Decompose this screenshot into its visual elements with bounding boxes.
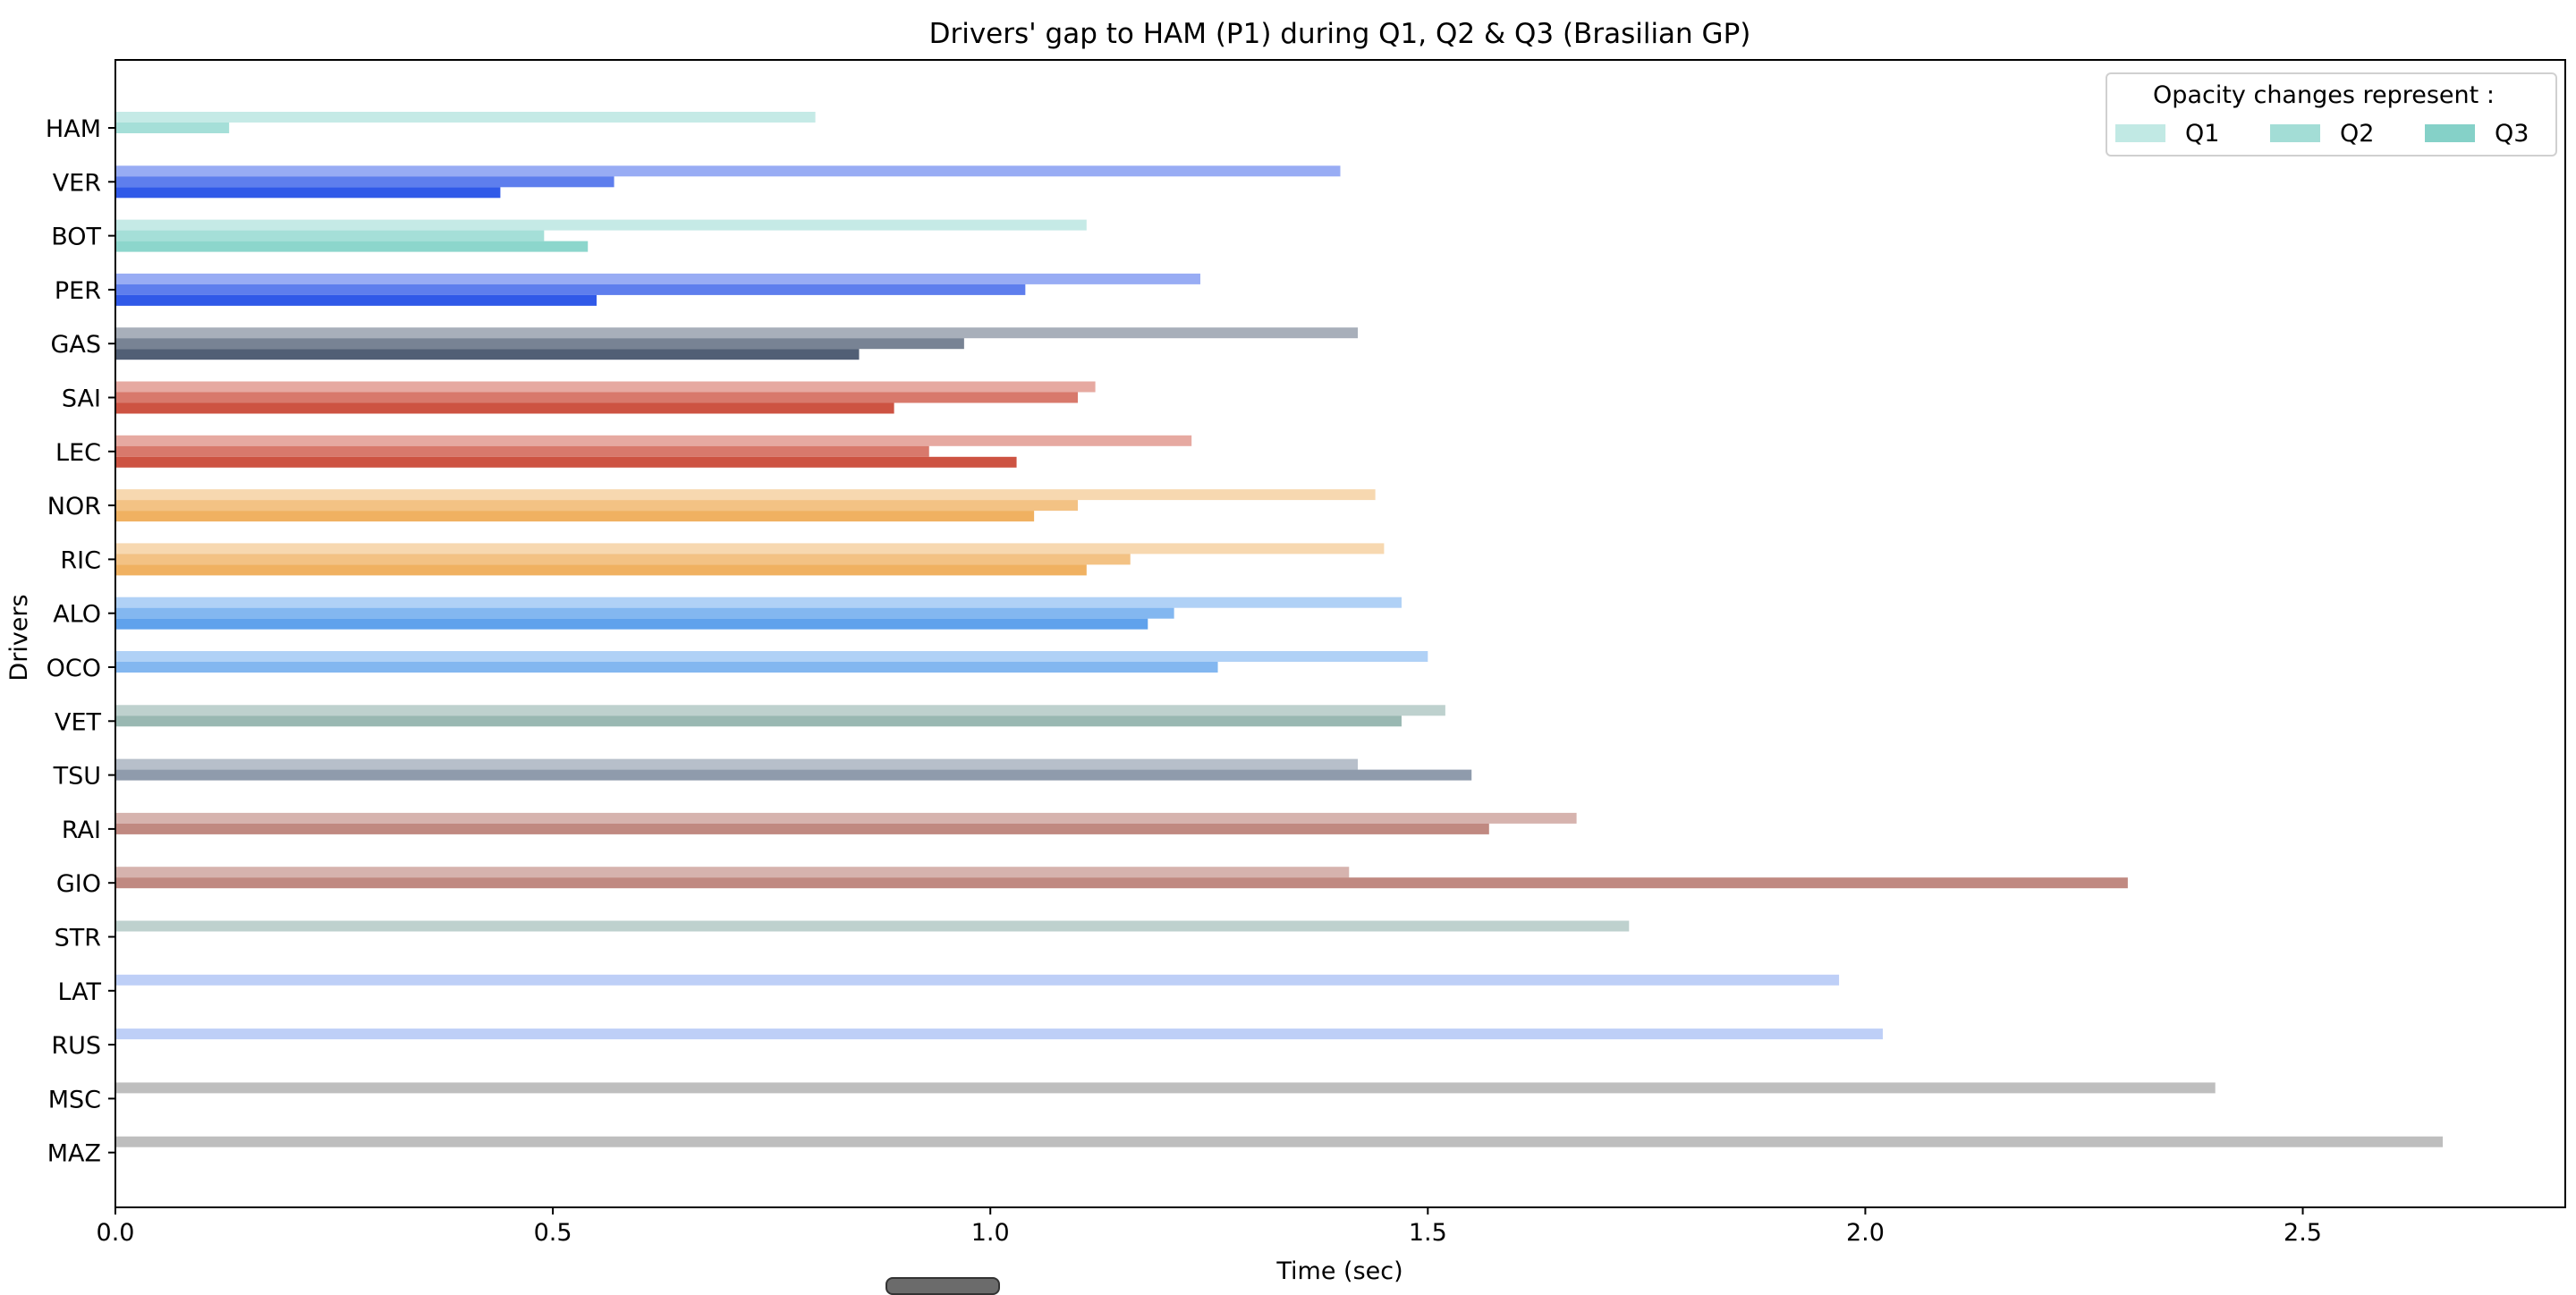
bar-rai-q2 xyxy=(115,823,1489,834)
bar-per-q1 xyxy=(115,273,1200,284)
plot-frame xyxy=(114,59,2566,1208)
bar-bot-q2 xyxy=(115,230,545,241)
y-tick-label-lec: LEC xyxy=(55,439,101,467)
bar-ham-q1 xyxy=(115,112,816,123)
chart-title: Drivers' gap to HAM (P1) during Q1, Q2 &… xyxy=(929,18,1751,50)
bar-ric-q1 xyxy=(115,543,1385,554)
bar-bot-q3 xyxy=(115,241,589,252)
legend-swatch-q1 xyxy=(2115,124,2165,142)
y-tick-label-msc: MSC xyxy=(48,1086,101,1113)
bar-alo-q3 xyxy=(115,618,1148,630)
y-tick-label-alo: ALO xyxy=(53,601,101,629)
bar-tsu-q2 xyxy=(115,769,1472,781)
legend-label-q2: Q2 xyxy=(2340,120,2374,148)
bar-rai-q1 xyxy=(115,812,1577,824)
y-tick-label-ric: RIC xyxy=(60,546,101,574)
bar-gio-q1 xyxy=(115,867,1350,878)
y-tick-label-rai: RAI xyxy=(62,817,101,844)
bar-maz-q1 xyxy=(115,1136,2444,1147)
bar-ver-q1 xyxy=(115,165,1341,177)
y-tick-label-lat: LAT xyxy=(57,978,101,1006)
bar-per-q3 xyxy=(115,294,597,306)
bar-gas-q2 xyxy=(115,338,964,350)
bar-alo-q1 xyxy=(115,597,1402,608)
bar-nor-q1 xyxy=(115,489,1376,501)
y-tick-label-per: PER xyxy=(55,277,101,305)
bar-sai-q3 xyxy=(115,402,894,414)
bar-str-q1 xyxy=(115,920,1630,932)
legend-swatch-q3 xyxy=(2425,124,2475,142)
y-tick-label-ham: HAM xyxy=(46,115,101,143)
bar-tsu-q1 xyxy=(115,758,1359,770)
x-axis-label: Time (sec) xyxy=(1275,1257,1402,1284)
bar-lec-q1 xyxy=(115,435,1192,446)
bar-vet-q1 xyxy=(115,705,1445,716)
bar-ric-q2 xyxy=(115,554,1131,565)
x-tick-label-4: 2.0 xyxy=(1846,1219,1885,1247)
bar-lec-q2 xyxy=(115,445,929,457)
y-tick-label-maz: MAZ xyxy=(47,1140,101,1168)
x-tick-label-3: 1.5 xyxy=(1409,1219,1447,1247)
legend: Opacity changes represent : Q1 Q2 Q3 xyxy=(2106,72,2557,157)
legend-title: Opacity changes represent : xyxy=(2153,81,2495,109)
y-tick-label-ver: VER xyxy=(53,169,101,197)
y-tick-label-vet: VET xyxy=(55,708,102,736)
x-tick-label-1: 0.5 xyxy=(534,1219,572,1247)
y-tick-label-tsu: TSU xyxy=(53,763,101,791)
bar-sai-q2 xyxy=(115,392,1079,403)
y-tick-labels: HAM VER BOT PER GAS SAI LEC NOR RIC ALO OCO VET TSU R… xyxy=(46,115,115,1168)
bar-bot-q1 xyxy=(115,219,1087,231)
bar-ham-q2 xyxy=(115,123,230,133)
bar-gas-q3 xyxy=(115,349,860,360)
y-tick-label-rus: RUS xyxy=(51,1032,101,1060)
x-axis-ticks: 0.0 0.5 1.0 1.5 2.0 2.5 xyxy=(97,1207,2322,1247)
bar-nor-q2 xyxy=(115,500,1079,512)
legend-label-q1: Q1 xyxy=(2185,120,2219,148)
bar-vet-q2 xyxy=(115,715,1402,727)
bars-group xyxy=(115,112,2444,1147)
x-tick-label-2: 1.0 xyxy=(971,1219,1010,1247)
legend-swatch-q2 xyxy=(2270,124,2320,142)
x-tick-label-5: 2.5 xyxy=(2284,1219,2322,1247)
bar-per-q2 xyxy=(115,284,1026,295)
bar-lat-q1 xyxy=(115,974,1840,986)
bar-oco-q2 xyxy=(115,662,1218,673)
bar-sai-q1 xyxy=(115,381,1096,393)
bar-oco-q1 xyxy=(115,651,1428,662)
y-tick-label-bot: BOT xyxy=(51,224,101,251)
drag-handle[interactable] xyxy=(886,1277,1000,1295)
y-tick-label-gas: GAS xyxy=(50,331,101,359)
legend-label-q3: Q3 xyxy=(2495,120,2529,148)
bar-gio-q2 xyxy=(115,877,2128,889)
bar-ric-q3 xyxy=(115,564,1087,576)
bar-gas-q1 xyxy=(115,327,1359,339)
y-tick-label-nor: NOR xyxy=(47,493,101,521)
bar-msc-q1 xyxy=(115,1082,2216,1094)
bar-lec-q3 xyxy=(115,456,1017,468)
y-tick-label-sai: SAI xyxy=(62,385,101,413)
bar-rus-q1 xyxy=(115,1028,1883,1040)
y-tick-label-str: STR xyxy=(55,925,101,952)
y-tick-label-oco: OCO xyxy=(47,655,101,682)
bar-nor-q3 xyxy=(115,511,1035,522)
bar-ver-q3 xyxy=(115,187,501,199)
x-tick-label-0: 0.0 xyxy=(97,1219,135,1247)
y-axis-label: Drivers xyxy=(5,594,33,681)
y-tick-label-gio: GIO xyxy=(56,870,101,898)
bar-ver-q2 xyxy=(115,176,614,188)
bar-alo-q2 xyxy=(115,607,1174,619)
